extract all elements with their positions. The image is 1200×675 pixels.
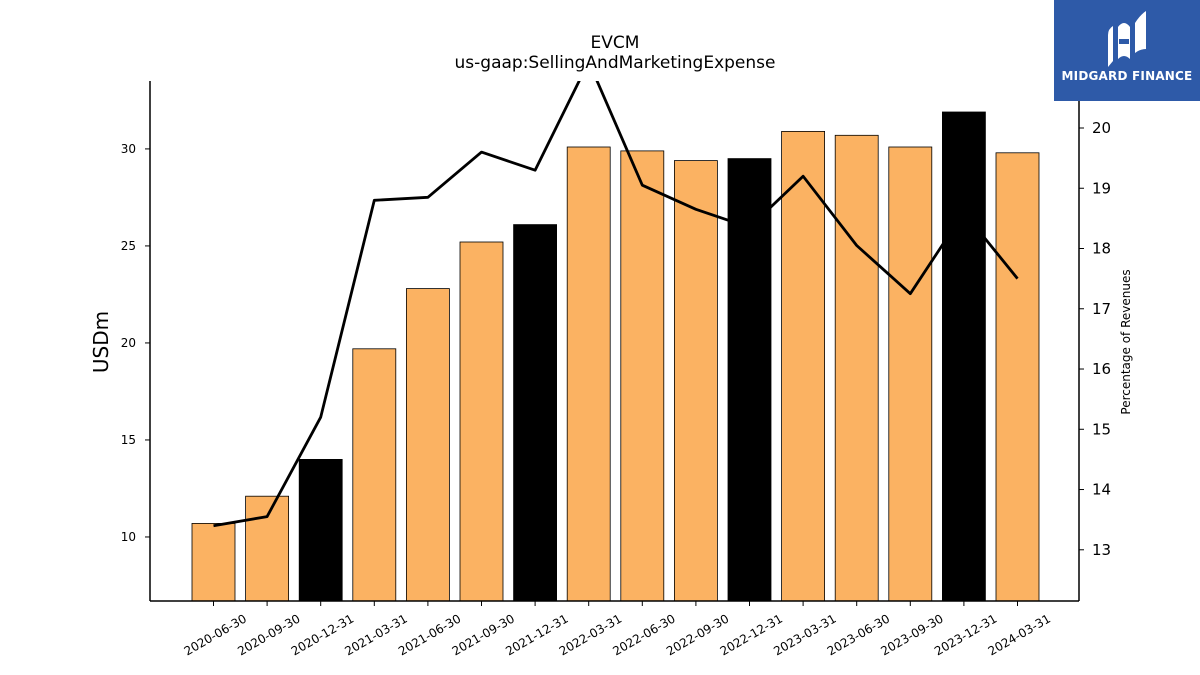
y-tick-label-10: 10 — [121, 530, 136, 544]
y2-tick-label-13: 13 — [1092, 541, 1111, 559]
percentage-line — [213, 81, 1019, 528]
y-tick-label-20: 20 — [121, 336, 136, 350]
brand-logo: MIDGARD FINANCE — [1054, 0, 1200, 101]
y-axis-label: USDm — [89, 311, 113, 373]
bar-2023-03-31 — [781, 130, 825, 602]
bar-2020-06-30 — [191, 523, 236, 602]
y2-axis-label: Percentage of Revenues — [1119, 269, 1133, 414]
chart-title: EVCM — [591, 33, 640, 53]
bar-2021-09-30 — [459, 241, 504, 602]
bar-2022-09-30 — [674, 160, 718, 602]
bar-2023-12-31 — [942, 111, 986, 602]
y-tick-label-25: 25 — [121, 239, 136, 253]
y2-tick-label-19: 19 — [1092, 179, 1111, 197]
y-tick-label-30: 30 — [121, 142, 136, 156]
bar-2020-09-30 — [245, 495, 290, 602]
y2-tick-label-18: 18 — [1092, 240, 1111, 258]
y2-tick-label-16: 16 — [1092, 360, 1111, 378]
bar-2023-06-30 — [834, 134, 879, 602]
bar-2021-12-31 — [513, 224, 557, 602]
bar-2021-03-31 — [352, 348, 397, 602]
bar-2024-03-31 — [995, 152, 1040, 602]
midgard-logo-icon — [1108, 11, 1146, 67]
y2-tick-label-15: 15 — [1092, 420, 1111, 438]
chart-subtitle: us-gaap:SellingAndMarketingExpense — [455, 53, 776, 73]
y-tick-label-15: 15 — [121, 433, 136, 447]
bar-2021-06-30 — [405, 288, 450, 602]
bar-2022-06-30 — [620, 150, 665, 602]
brand-name: MIDGARD FINANCE — [1061, 69, 1193, 83]
y2-tick-label-20: 20 — [1092, 119, 1111, 137]
bar-2020-12-31 — [298, 458, 343, 602]
y2-tick-label-14: 14 — [1092, 481, 1111, 499]
bar-2022-03-31 — [566, 146, 611, 602]
bar-2023-09-30 — [888, 146, 933, 602]
bar-group — [191, 111, 1040, 602]
y2-tick-label-17: 17 — [1092, 300, 1111, 318]
bar-2022-12-31 — [727, 158, 772, 602]
line-group — [213, 81, 1019, 528]
